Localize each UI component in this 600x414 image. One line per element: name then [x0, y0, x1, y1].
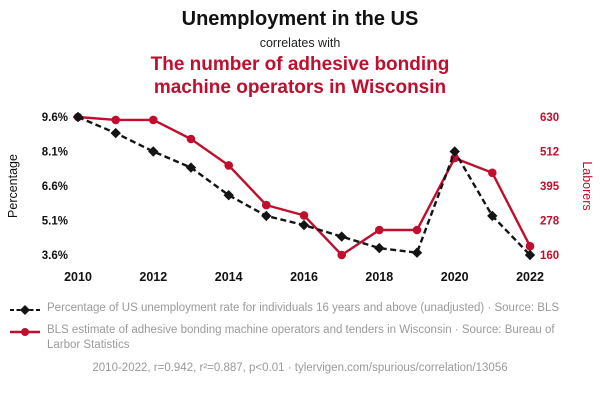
svg-text:2022: 2022 — [516, 270, 544, 284]
svg-text:630: 630 — [540, 112, 559, 124]
subtitle: correlates with — [259, 36, 341, 50]
black-dashed-diamond-marker-icon — [10, 305, 40, 316]
svg-text:2012: 2012 — [139, 270, 167, 284]
svg-text:8.1%: 8.1% — [42, 147, 68, 159]
svg-text:2014: 2014 — [215, 270, 243, 284]
chart-area: Percentage Laborers 9.6% 8.1% 6.6% 5.1% 3.6%… — [0, 103, 600, 295]
secondary-title-line1: The number of adhesive bonding — [150, 54, 450, 75]
svg-text:160: 160 — [540, 250, 559, 262]
legend-label-unemployment: Percentage of US unemployment rate for i… — [47, 302, 560, 315]
svg-text:6.6%: 6.6% — [42, 181, 68, 193]
series-line-1 — [77, 116, 532, 257]
page-title: Unemployment in the US — [181, 8, 419, 30]
legend: Percentage of US unemployment rate for i… — [0, 295, 600, 353]
legend-entry-unemployment: Percentage of US unemployment rate for i… — [10, 301, 588, 316]
svg-text:2016: 2016 — [290, 270, 318, 284]
right-axis-title: Laborers — [580, 161, 594, 212]
svg-text:278: 278 — [540, 216, 560, 228]
left-axis-title: Percentage — [6, 154, 20, 219]
secondary-title: The number of adhesive bonding machine op… — [0, 53, 600, 99]
series-line-0 — [77, 116, 531, 257]
legend-label-operators: BLS estimate of adhesive bonding machine… — [47, 324, 555, 352]
svg-text:2010: 2010 — [64, 270, 92, 284]
secondary-title-line2: machine operators in Wisconsin — [153, 77, 447, 99]
svg-text:3.6%: 3.6% — [42, 250, 68, 262]
legend-entry-operators: BLS estimate of adhesive bonding machine… — [10, 323, 588, 353]
svg-text:9.6%: 9.6% — [42, 112, 68, 124]
line-chart: 9.6% 8.1% 6.6% 5.1% 3.6% 630 512 395 278 160 2010 2… — [42, 112, 560, 284]
svg-text:2018: 2018 — [365, 270, 393, 284]
footer-stats: 2010-2022, r=0.942, r²=0.887, p<0.01 · t… — [92, 362, 508, 375]
svg-text:5.1%: 5.1% — [42, 216, 68, 228]
chart-header: Unemployment in the US correlates with T… — [0, 0, 600, 99]
red-line-circle-marker-icon — [10, 328, 40, 337]
svg-text:512: 512 — [540, 147, 559, 159]
svg-text:2020: 2020 — [441, 270, 469, 284]
svg-text:395: 395 — [540, 181, 560, 193]
